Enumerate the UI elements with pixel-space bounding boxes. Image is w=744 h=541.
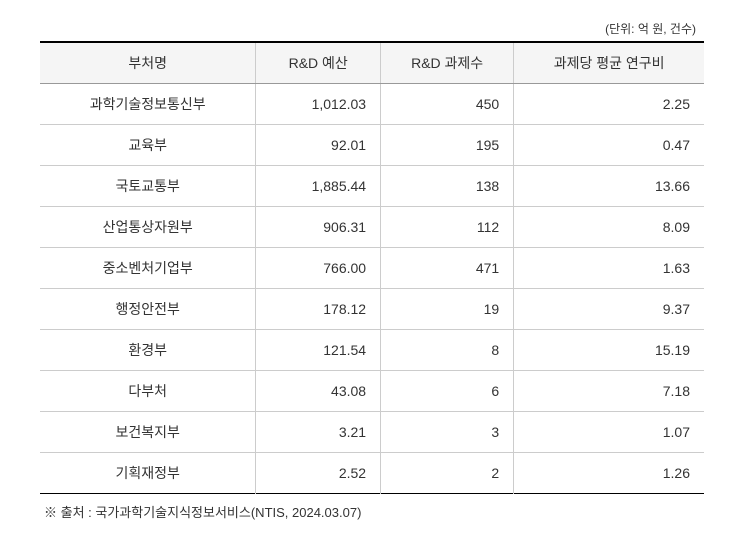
cell-budget: 178.12 xyxy=(256,289,381,330)
cell-budget: 121.54 xyxy=(256,330,381,371)
cell-avg: 1.07 xyxy=(514,412,704,453)
cell-department: 환경부 xyxy=(40,330,256,371)
cell-department: 다부처 xyxy=(40,371,256,412)
cell-count: 2 xyxy=(381,453,514,494)
cell-budget: 1,012.03 xyxy=(256,84,381,125)
cell-avg: 1.26 xyxy=(514,453,704,494)
table-row: 중소벤처기업부 766.00 471 1.63 xyxy=(40,248,704,289)
budget-table: 부처명 R&D 예산 R&D 과제수 과제당 평균 연구비 과학기술정보통신부 … xyxy=(40,41,704,494)
table-body: 과학기술정보통신부 1,012.03 450 2.25 교육부 92.01 19… xyxy=(40,84,704,494)
cell-avg: 8.09 xyxy=(514,207,704,248)
table-row: 교육부 92.01 195 0.47 xyxy=(40,125,704,166)
cell-department: 행정안전부 xyxy=(40,289,256,330)
cell-department: 보건복지부 xyxy=(40,412,256,453)
cell-count: 471 xyxy=(381,248,514,289)
cell-department: 산업통상자원부 xyxy=(40,207,256,248)
table-row: 환경부 121.54 8 15.19 xyxy=(40,330,704,371)
col-header-department: 부처명 xyxy=(40,42,256,84)
cell-budget: 92.01 xyxy=(256,125,381,166)
table-row: 산업통상자원부 906.31 112 8.09 xyxy=(40,207,704,248)
cell-department: 과학기술정보통신부 xyxy=(40,84,256,125)
cell-budget: 43.08 xyxy=(256,371,381,412)
cell-count: 3 xyxy=(381,412,514,453)
cell-avg: 7.18 xyxy=(514,371,704,412)
cell-department: 중소벤처기업부 xyxy=(40,248,256,289)
cell-department: 기획재정부 xyxy=(40,453,256,494)
cell-budget: 2.52 xyxy=(256,453,381,494)
unit-label: (단위: 억 원, 건수) xyxy=(40,20,704,37)
cell-avg: 0.47 xyxy=(514,125,704,166)
table-row: 행정안전부 178.12 19 9.37 xyxy=(40,289,704,330)
cell-department: 교육부 xyxy=(40,125,256,166)
cell-avg: 15.19 xyxy=(514,330,704,371)
cell-department: 국토교통부 xyxy=(40,166,256,207)
cell-budget: 766.00 xyxy=(256,248,381,289)
col-header-budget: R&D 예산 xyxy=(256,42,381,84)
cell-count: 195 xyxy=(381,125,514,166)
cell-budget: 3.21 xyxy=(256,412,381,453)
cell-count: 112 xyxy=(381,207,514,248)
table-row: 과학기술정보통신부 1,012.03 450 2.25 xyxy=(40,84,704,125)
cell-count: 450 xyxy=(381,84,514,125)
table-row: 기획재정부 2.52 2 1.26 xyxy=(40,453,704,494)
table-header-row: 부처명 R&D 예산 R&D 과제수 과제당 평균 연구비 xyxy=(40,42,704,84)
table-row: 보건복지부 3.21 3 1.07 xyxy=(40,412,704,453)
cell-budget: 906.31 xyxy=(256,207,381,248)
cell-budget: 1,885.44 xyxy=(256,166,381,207)
cell-count: 19 xyxy=(381,289,514,330)
cell-count: 6 xyxy=(381,371,514,412)
cell-avg: 13.66 xyxy=(514,166,704,207)
cell-avg: 2.25 xyxy=(514,84,704,125)
cell-count: 138 xyxy=(381,166,514,207)
cell-avg: 1.63 xyxy=(514,248,704,289)
table-row: 국토교통부 1,885.44 138 13.66 xyxy=(40,166,704,207)
cell-avg: 9.37 xyxy=(514,289,704,330)
table-row: 다부처 43.08 6 7.18 xyxy=(40,371,704,412)
col-header-count: R&D 과제수 xyxy=(381,42,514,84)
cell-count: 8 xyxy=(381,330,514,371)
col-header-avg: 과제당 평균 연구비 xyxy=(514,42,704,84)
source-note: ※ 출처 : 국가과학기술지식정보서비스(NTIS, 2024.03.07) xyxy=(40,502,704,521)
